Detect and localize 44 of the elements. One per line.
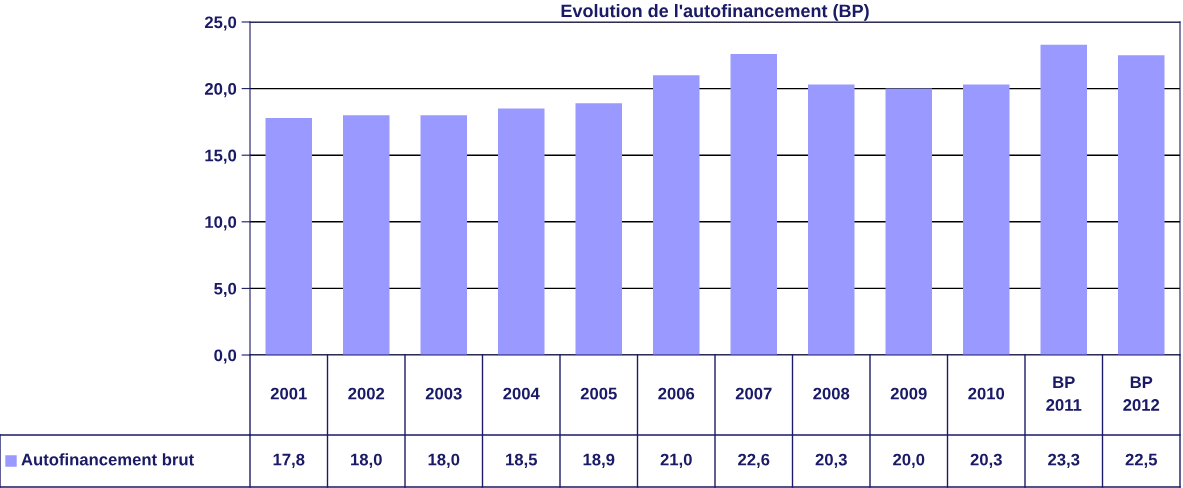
y-tick-label: 0,0	[214, 349, 237, 364]
data-label: 18,0	[351, 453, 382, 468]
chart-title: Evolution de l'autofinancement (BP)	[561, 4, 869, 21]
data-label: 22,5	[1125, 453, 1158, 468]
x-tick-label: 2008	[813, 387, 850, 400]
x-tick-label: 2009	[890, 387, 927, 400]
y-tick-label: 25,0	[204, 16, 237, 31]
y-tick-label: 20,0	[204, 83, 237, 98]
bar	[1118, 55, 1165, 355]
data-label: 17,8	[273, 453, 305, 468]
x-tick-label: 2001	[270, 387, 307, 400]
data-label: 20,3	[815, 453, 847, 468]
data-label: 21,0	[660, 453, 692, 468]
x-tick-label: BP 2011	[1046, 376, 1082, 411]
data-label: 20,0	[893, 453, 925, 468]
bar	[420, 115, 467, 355]
x-tick-label: 2003	[425, 387, 462, 400]
bar	[885, 88, 932, 355]
y-tick-label: 10,0	[205, 216, 237, 231]
bar	[808, 84, 855, 355]
bar	[653, 75, 700, 355]
bar	[963, 84, 1010, 355]
bar	[265, 117, 312, 355]
x-tick-label: BP 2012	[1123, 376, 1160, 411]
bar	[575, 103, 622, 355]
data-label: 18,9	[583, 453, 615, 468]
bar	[498, 108, 545, 355]
legend-label: Autofinancement brut	[21, 453, 194, 466]
x-tick-label: 2007	[735, 387, 772, 400]
bar	[1040, 44, 1087, 355]
x-tick-label: 2004	[503, 387, 540, 400]
x-tick-label: 2006	[658, 387, 695, 400]
bar	[730, 53, 777, 355]
x-tick-label: 2002	[348, 387, 385, 400]
data-label: 18,0	[428, 453, 460, 468]
x-tick-label: 2010	[968, 387, 1005, 400]
y-tick-label: 5,0	[214, 282, 237, 298]
data-label: 20,3	[970, 453, 1002, 468]
data-label: 18,5	[506, 453, 538, 468]
data-label: 23,3	[1048, 453, 1080, 468]
data-label: 22,6	[738, 453, 770, 468]
bar	[343, 115, 390, 355]
x-tick-label: 2005	[580, 387, 617, 400]
y-tick-label: 15,0	[205, 149, 237, 164]
